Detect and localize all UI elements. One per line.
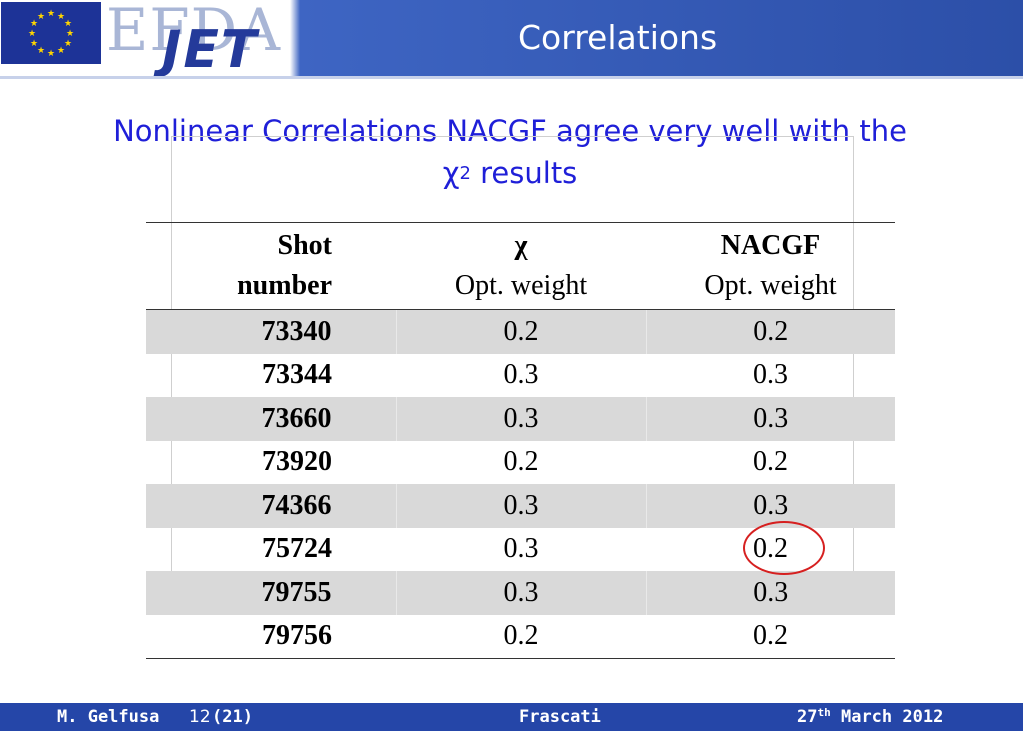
svg-text:★: ★ <box>30 19 38 29</box>
shot-number-cell: 79756 <box>146 614 396 659</box>
chi-weight-cell: 0.3 <box>396 484 647 528</box>
footer-author: M. Gelfusa <box>57 707 160 727</box>
chi-weight-cell: 0.2 <box>396 309 647 354</box>
svg-text:★: ★ <box>37 12 45 22</box>
header-shot-number: Shot number <box>146 222 396 310</box>
chi-weight-cell: 0.2 <box>396 614 646 659</box>
highlight-circle <box>743 521 825 575</box>
jet-logo-text: JET <box>162 20 259 80</box>
header-nacgf-weight: NACGF Opt. weight <box>646 222 895 310</box>
svg-text:★: ★ <box>47 49 55 59</box>
nacgf-weight-cell: 0.3 <box>646 484 895 528</box>
footer-date-sup: th <box>817 706 831 719</box>
subtitle-chi-superscript: 2 <box>459 163 471 184</box>
header-shot-line1: Shot <box>277 230 332 261</box>
slide-subtitle: Nonlinear Correlations NACGF agree very … <box>30 110 990 199</box>
shot-number-cell: 79755 <box>146 571 397 615</box>
svg-text:★: ★ <box>47 9 55 19</box>
nacgf-weight-cell: 0.3 <box>646 397 895 441</box>
nacgf-weight-cell: 0.2 <box>646 309 895 354</box>
header-chi-line1: χ <box>514 230 528 261</box>
table-row: 73340 0.2 0.2 <box>146 309 895 354</box>
nacgf-weight-cell: 0.2 <box>646 614 895 659</box>
header-chi-weight: χ Opt. weight <box>396 222 646 310</box>
slide-title: Correlations <box>518 18 718 57</box>
slide-header: ★ ★ ★ ★ ★ ★ ★ ★ ★ ★ ★ ★ EFDA JET Correla… <box>0 0 1023 80</box>
footer-page-number: 12 <box>189 707 211 727</box>
table-row: 73920 0.2 0.2 <box>146 441 895 485</box>
footer-page-total: (21) <box>212 707 253 727</box>
header-nacgf-line1: NACGF <box>720 230 821 261</box>
table-header-row: Shot number χ Opt. weight NACGF Opt. wei… <box>146 222 895 310</box>
efda-jet-logo: EFDA JET <box>102 0 290 80</box>
svg-text:★: ★ <box>64 19 72 29</box>
nacgf-weight-cell: 0.3 <box>753 359 788 391</box>
eu-flag-logo: ★ ★ ★ ★ ★ ★ ★ ★ ★ ★ ★ ★ <box>1 2 101 64</box>
chi-weight-cell: 0.2 <box>503 446 539 478</box>
nacgf-weight-cell: 0.3 <box>646 571 895 615</box>
footer-date-rest: March 2012 <box>830 707 944 727</box>
header-shot-line2: number <box>237 270 332 301</box>
table-row: 73344 0.3 0.3 <box>146 354 895 398</box>
chi-weight-cell: 0.3 <box>503 533 539 565</box>
table-row: 74366 0.3 0.3 <box>146 484 895 528</box>
shot-number-cell: 73920 <box>262 446 332 478</box>
chi-weight-cell: 0.3 <box>396 571 647 615</box>
chi-weight-cell: 0.3 <box>396 397 647 441</box>
shot-number-cell: 73344 <box>262 359 332 391</box>
footer-date: 27th March 2012 <box>797 706 944 727</box>
shot-number-cell: 74366 <box>146 484 397 528</box>
subtitle-chi-symbol: χ <box>442 156 460 190</box>
header-divider <box>0 76 1023 79</box>
table-row: 79755 0.3 0.3 <box>146 571 895 615</box>
subtitle-line2: results <box>470 156 578 190</box>
chi-weight-cell: 0.3 <box>503 359 539 391</box>
subtitle-line1: Nonlinear Correlations NACGF agree very … <box>113 114 907 148</box>
table-row: 73660 0.3 0.3 <box>146 397 895 441</box>
shot-number-cell: 73340 <box>146 309 397 354</box>
svg-text:★: ★ <box>37 46 45 56</box>
nacgf-weight-cell: 0.2 <box>753 446 788 478</box>
correlation-table: Shot number χ Opt. weight NACGF Opt. wei… <box>146 222 895 659</box>
svg-text:★: ★ <box>57 46 65 56</box>
shot-number-cell: 75724 <box>262 533 332 565</box>
svg-text:★: ★ <box>64 39 72 49</box>
svg-text:★: ★ <box>28 29 36 39</box>
svg-text:★: ★ <box>66 29 74 39</box>
efda-logo-text: EFDA <box>106 0 281 64</box>
header-chi-line2: Opt. weight <box>454 270 588 301</box>
footer-date-day: 27 <box>797 707 818 727</box>
shot-number-cell: 73660 <box>146 397 397 441</box>
svg-text:★: ★ <box>57 12 65 22</box>
table-row: 79756 0.2 0.2 <box>146 614 895 659</box>
header-nacgf-line2: Opt. weight <box>704 270 837 301</box>
footer-location: Frascati <box>519 707 601 727</box>
svg-text:★: ★ <box>30 39 38 49</box>
slide-footer: M. Gelfusa 12 (21) Frascati 27th March 2… <box>0 703 1023 731</box>
